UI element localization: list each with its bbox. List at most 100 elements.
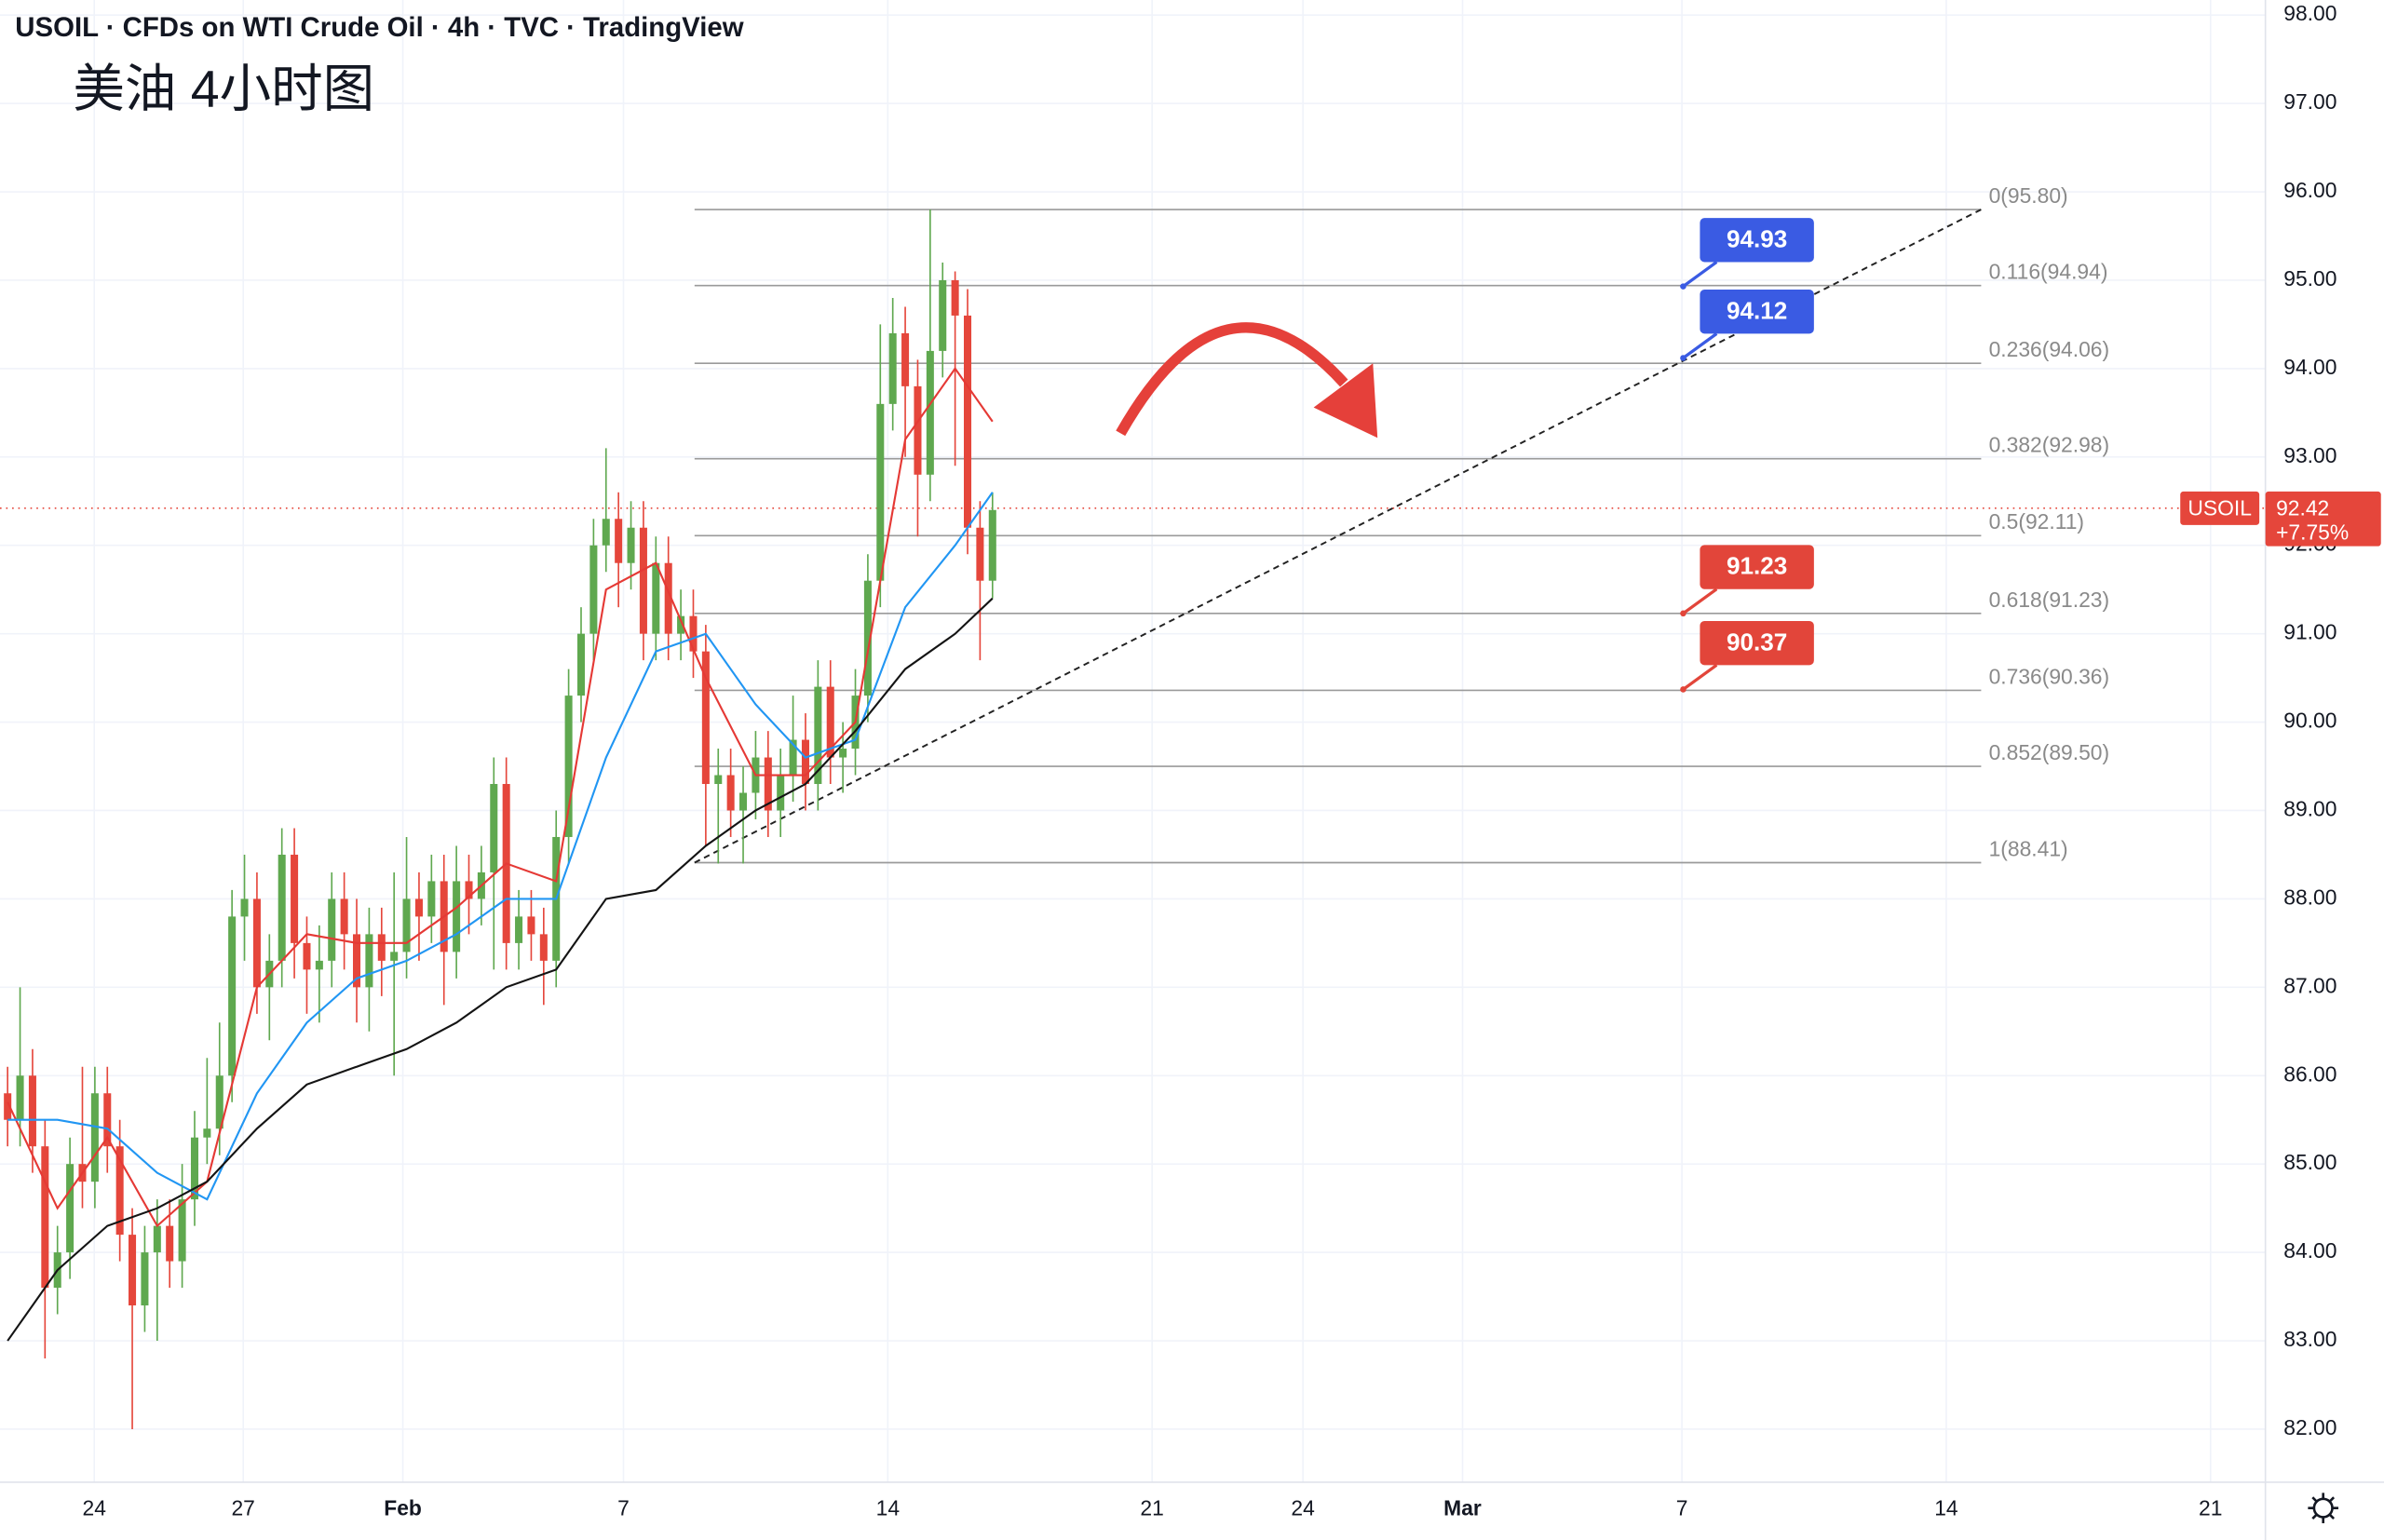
candle-body: [453, 881, 461, 952]
candle-body: [215, 1075, 224, 1129]
arrow-head: [1313, 363, 1378, 439]
y-tick-label: 83.00: [2283, 1327, 2337, 1351]
candle-body: [4, 1093, 12, 1120]
candle-body: [589, 545, 598, 634]
y-tick-label: 82.00: [2283, 1415, 2337, 1439]
candle-body: [789, 739, 797, 776]
y-tick-label: 90.00: [2283, 709, 2337, 733]
x-tick-label: 21: [1140, 1495, 1163, 1520]
candle-body: [926, 350, 934, 475]
tag-label: 94.12: [1727, 296, 1787, 324]
candle-body: [490, 784, 498, 872]
chart-title: USOIL · CFDs on WTI Crude Oil · 4h · TVC…: [15, 12, 743, 43]
candle-body: [153, 1225, 161, 1253]
candle-body: [988, 509, 996, 581]
candle-body: [129, 1235, 137, 1306]
candle-body: [465, 881, 473, 899]
candle-body: [888, 332, 897, 404]
fib-label: 0.618(91.23): [1989, 588, 2110, 612]
candle-body: [115, 1146, 124, 1236]
x-tick-label: 21: [2199, 1495, 2222, 1520]
plot: [0, 209, 2266, 1429]
settings-icon[interactable]: [2308, 1493, 2339, 1523]
tag-pointer: [1682, 664, 1718, 691]
tag-label: 90.37: [1727, 628, 1787, 655]
tag-box: [1700, 620, 1814, 666]
candle-body: [16, 1075, 24, 1120]
candle-body: [677, 615, 685, 634]
tag-box: [1700, 290, 1814, 334]
tag-box: [1700, 545, 1814, 589]
x-tick-label: 7: [617, 1495, 630, 1520]
x-tick-label: Feb: [384, 1495, 422, 1520]
candle-body: [203, 1128, 211, 1138]
x-tick-label: 7: [1676, 1495, 1688, 1520]
candle-body: [627, 527, 635, 563]
moving-average: [7, 597, 994, 1342]
y-tick-label: 91.00: [2283, 620, 2337, 644]
candle-body: [377, 934, 386, 961]
candle-body: [664, 562, 672, 634]
fib-label: 0.5(92.11): [1989, 509, 2084, 534]
y-tick-label: 88.00: [2283, 885, 2337, 909]
change-label: +7.75%: [2276, 520, 2349, 545]
tag-box: [1700, 218, 1814, 263]
x-tick-label: 27: [231, 1495, 254, 1520]
candle-body: [278, 854, 286, 961]
x-tick-label: Mar: [1443, 1495, 1482, 1520]
x-tick-label: 14: [876, 1495, 901, 1520]
price-box: [2265, 491, 2381, 547]
candle-body: [615, 519, 623, 563]
x-tick-label: 24: [1291, 1495, 1315, 1520]
candle-body: [402, 898, 411, 952]
tag-pointer: [1682, 261, 1718, 288]
candle-body: [777, 775, 785, 811]
price-label: 92.42: [2276, 496, 2329, 520]
candle-body: [939, 279, 947, 351]
candle-body: [863, 580, 872, 696]
candle-body: [390, 952, 399, 961]
candle-body: [427, 881, 436, 917]
x-tick-label: 24: [82, 1495, 106, 1520]
candle-body: [701, 651, 710, 785]
candle-body: [839, 749, 847, 758]
x-tick-label: 14: [1934, 1495, 1958, 1520]
y-tick-label: 84.00: [2283, 1238, 2337, 1263]
candle-body: [166, 1225, 174, 1262]
candle-body: [726, 775, 735, 811]
candle-body: [914, 385, 922, 475]
candle-body: [515, 916, 523, 943]
candle-body: [539, 934, 548, 961]
y-tick-label: 93.00: [2283, 443, 2337, 467]
y-tick-label: 94.00: [2283, 355, 2337, 379]
candle-body: [564, 696, 573, 837]
moving-average: [7, 492, 994, 1201]
tag-anchor: [1680, 355, 1686, 361]
candle-body: [178, 1199, 186, 1262]
candle-body: [876, 403, 885, 581]
fib-label: 1(88.41): [1989, 836, 2068, 860]
candle-body: [639, 527, 647, 634]
candle-body: [801, 739, 809, 785]
candle-body: [576, 633, 586, 696]
fib-label: 0.736(90.36): [1989, 664, 2110, 688]
candle-body: [414, 898, 423, 917]
candle-body: [353, 934, 361, 988]
candle-body: [141, 1252, 149, 1306]
y-tick-label: 87.00: [2283, 973, 2337, 997]
candle-body: [28, 1075, 36, 1147]
tag-label: 94.93: [1727, 225, 1787, 253]
symbol-box: [2180, 491, 2260, 525]
tag-pointer: [1682, 332, 1718, 359]
tag-anchor: [1680, 686, 1686, 693]
fib-label: 0.236(94.06): [1989, 337, 2110, 361]
candle-body: [252, 898, 261, 988]
symbol-label: USOIL: [2188, 496, 2252, 520]
candle-body: [689, 615, 698, 652]
candle-body: [951, 279, 959, 316]
gear-teeth[interactable]: [2308, 1493, 2339, 1523]
candle-body: [90, 1093, 99, 1182]
y-tick-label: 95.00: [2283, 266, 2337, 290]
